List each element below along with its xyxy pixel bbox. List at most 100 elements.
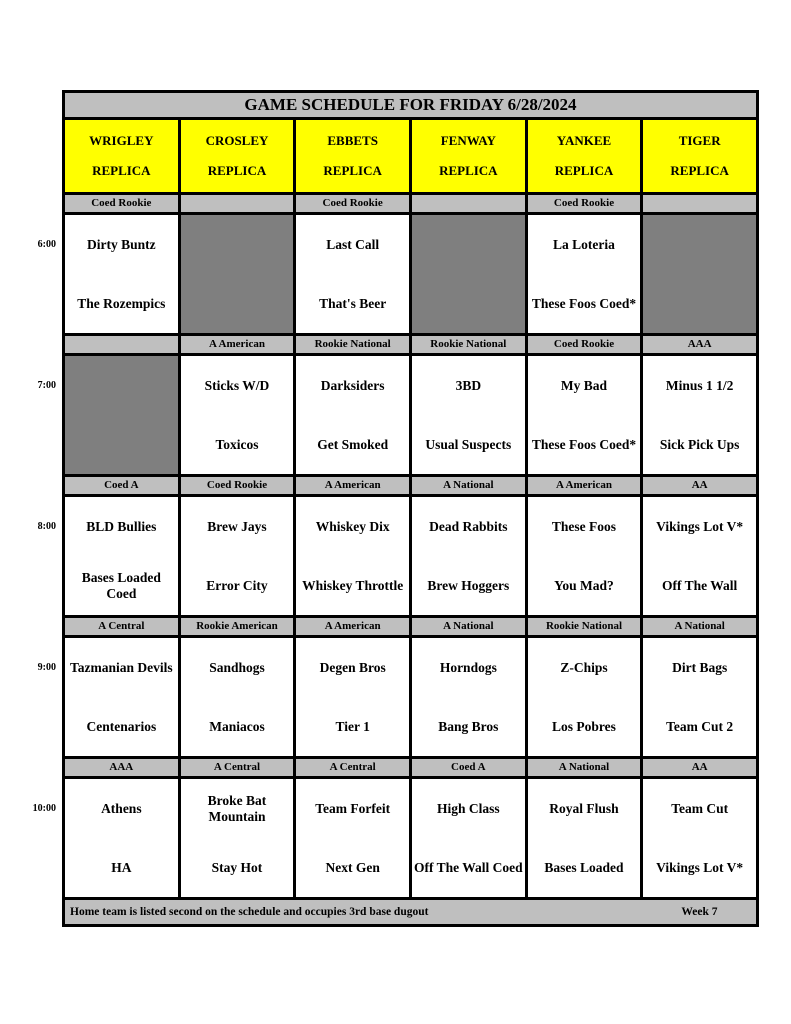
- division-cell: AAA: [643, 336, 756, 353]
- game-cell: Sticks W/D Toxicos: [180, 356, 294, 474]
- division-cell: Rookie National: [296, 336, 409, 353]
- home-team: Bases Loaded Coed: [81, 569, 161, 601]
- away-team: Horndogs: [439, 659, 497, 675]
- game-cell: Royal Flush Bases Loaded: [527, 779, 641, 897]
- field-replica-label: REPLICA: [323, 162, 382, 178]
- game-cell: Dirty Buntz The Rozempics: [65, 215, 178, 333]
- away-team: Minus 1 1/2: [665, 377, 734, 393]
- schedule-title: GAME SCHEDULE FOR FRIDAY 6/28/2024: [65, 93, 756, 117]
- home-team: Error City: [206, 577, 268, 593]
- home-team: Centenarios: [86, 718, 157, 734]
- field-name: FENWAY: [440, 133, 496, 149]
- field-name: YANKEE: [556, 133, 612, 149]
- division-cell: A Central: [180, 759, 294, 776]
- home-team: Vikings Lot V*: [656, 859, 744, 875]
- home-team: Bang Bros: [438, 718, 499, 734]
- division-cell: [180, 195, 294, 212]
- field-replica-label: REPLICA: [670, 162, 729, 178]
- away-team: Last Call: [326, 236, 380, 252]
- game-cell: Dirt Bags Team Cut 2: [643, 638, 756, 756]
- field-name: WRIGLEY: [89, 133, 154, 149]
- away-team: Team Forfeit: [315, 800, 391, 816]
- away-team: BLD Bullies: [86, 518, 157, 534]
- away-team: Athens: [101, 800, 142, 816]
- game-cell: Z-Chips Los Pobres: [527, 638, 641, 756]
- away-team: Tazmanian Devils: [70, 659, 173, 675]
- division-cell: [65, 336, 178, 353]
- division-cell: AA: [643, 759, 756, 776]
- game-cell: High Class Off The Wall Coed: [411, 779, 525, 897]
- home-team: Stay Hot: [211, 859, 263, 875]
- division-cell: Coed Rookie: [65, 195, 178, 212]
- away-team: Dead Rabbits: [429, 518, 508, 534]
- division-cell: A American: [180, 336, 294, 353]
- division-cell: A American: [527, 477, 641, 494]
- division-cell: A National: [643, 618, 756, 635]
- game-cell: My Bad These Foos Coed*: [527, 356, 641, 474]
- division-cell: A National: [411, 477, 525, 494]
- field-header-crosley: CROSLEY REPLICA: [180, 120, 294, 192]
- field-replica-label: REPLICA: [207, 162, 267, 178]
- division-cell: A Central: [65, 618, 178, 635]
- division-cell: A American: [296, 618, 409, 635]
- game-cell: Minus 1 1/2 Sick Pick Ups: [643, 356, 756, 474]
- game-cell: Team Cut Vikings Lot V*: [643, 779, 756, 897]
- field-header-yankee: YANKEE REPLICA: [527, 120, 641, 192]
- away-team: Sandhogs: [209, 659, 265, 675]
- division-cell: Coed A: [411, 759, 525, 776]
- home-team: Tier 1: [335, 718, 370, 734]
- away-team: These Foos: [551, 518, 617, 534]
- home-team: The Rozempics: [77, 295, 166, 311]
- division-cell: Coed Rookie: [527, 336, 641, 353]
- home-team: Next Gen: [325, 859, 380, 875]
- division-cell: Coed Rookie: [527, 195, 641, 212]
- home-team: That's Beer: [319, 295, 387, 311]
- home-team: Off The Wall Coed: [414, 859, 523, 875]
- game-cell: Broke Bat Mountain Stay Hot: [180, 779, 294, 897]
- away-team: Team Cut: [671, 800, 729, 816]
- field-name: TIGER: [678, 133, 721, 149]
- field-name: CROSLEY: [205, 133, 269, 149]
- away-team: Degen Bros: [319, 659, 386, 675]
- division-cell: A National: [527, 759, 641, 776]
- game-cell: 3BD Usual Suspects: [411, 356, 525, 474]
- game-cell: BLD Bullies Bases Loaded Coed: [65, 497, 178, 615]
- away-team: Royal Flush: [549, 800, 619, 816]
- away-team: Vikings Lot V*: [656, 518, 744, 534]
- schedule-table: GAME SCHEDULE FOR FRIDAY 6/28/2024 WRIGL…: [62, 90, 759, 927]
- field-header-ebbets: EBBETS REPLICA: [296, 120, 409, 192]
- time-label-700: 7:00: [37, 380, 56, 391]
- division-cell: A Central: [296, 759, 409, 776]
- away-team: My Bad: [560, 377, 608, 393]
- division-cell: Coed Rookie: [296, 195, 409, 212]
- home-team: Sick Pick Ups: [659, 436, 740, 452]
- game-cell-empty: [65, 356, 178, 474]
- time-label-600: 6:00: [37, 239, 56, 250]
- game-cell: Whiskey Dix Whiskey Throttle: [296, 497, 409, 615]
- field-name: EBBETS: [327, 133, 378, 149]
- away-team: La Loteria: [553, 236, 615, 252]
- division-cell: Coed Rookie: [180, 477, 294, 494]
- away-team: Sticks W/D: [204, 377, 270, 393]
- field-header-wrigley: WRIGLEY REPLICA: [65, 120, 178, 192]
- game-cell-empty: [643, 215, 756, 333]
- division-cell: Coed A: [65, 477, 178, 494]
- field-replica-label: REPLICA: [439, 162, 498, 178]
- division-cell: Rookie American: [180, 618, 294, 635]
- game-cell: Tazmanian Devils Centenarios: [65, 638, 178, 756]
- game-cell: Dead Rabbits Brew Hoggers: [411, 497, 525, 615]
- home-team: Off The Wall: [662, 577, 738, 593]
- division-cell: A American: [296, 477, 409, 494]
- game-cell-empty: [411, 215, 525, 333]
- away-team: 3BD: [455, 377, 482, 393]
- game-cell: La Loteria These Foos Coed*: [527, 215, 641, 333]
- division-cell: AAA: [65, 759, 178, 776]
- division-cell: [411, 195, 525, 212]
- home-team: Brew Hoggers: [427, 577, 510, 593]
- division-cell: [643, 195, 756, 212]
- game-cell: Brew Jays Error City: [180, 497, 294, 615]
- footer: Home team is listed second on the schedu…: [65, 900, 756, 924]
- away-team: Darksiders: [320, 377, 385, 393]
- division-cell: Rookie National: [527, 618, 641, 635]
- home-team: Bases Loaded: [544, 859, 624, 875]
